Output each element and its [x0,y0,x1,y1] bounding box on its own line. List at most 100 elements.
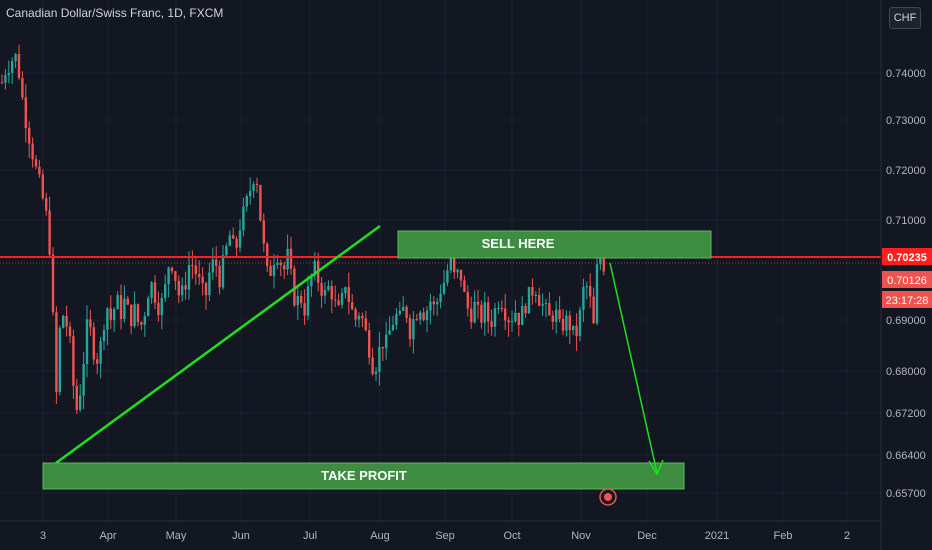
candle-body [398,310,401,314]
candle-body [109,308,112,320]
candle-body [568,315,571,330]
candle-body [602,256,605,272]
candle-body [21,78,24,98]
candles-series [0,44,605,414]
candle-body [266,243,269,266]
candle-body [279,262,282,266]
candle-body [157,302,160,315]
time-tick-label: Jun [232,530,250,542]
candle-body [28,128,31,144]
price-tick-label: 0.69000 [886,315,926,327]
candle-body [592,296,595,324]
candle-body [544,303,548,304]
candle-body [374,371,378,375]
countdown-text: 23:17:28 [886,295,929,307]
candle-body [303,303,306,316]
candle-body [0,82,4,84]
candle-body [330,286,333,300]
candle-body [354,309,357,320]
candle-body [517,312,520,326]
time-tick-label: 2021 [705,530,729,542]
candle-body [439,293,442,302]
support-trendline[interactable] [55,224,381,465]
currency-button[interactable]: CHF [889,7,921,29]
candle-body [113,309,116,320]
price-tick-label: 0.71000 [886,215,926,227]
candle-body [310,275,313,287]
sell-here-box[interactable] [397,230,712,259]
time-tick-label: 2 [844,530,850,542]
candle-body [164,284,167,299]
candle-body [340,293,344,305]
sell-here-label: SELL HERE [482,236,555,251]
candle-body [337,300,340,305]
candle-body [391,324,395,331]
time-tick-label: 3 [40,530,46,542]
candle-body [204,283,208,296]
candle-body [17,54,21,78]
candle-body [357,315,361,320]
take-profit-box[interactable] [42,462,685,490]
candle-body [300,296,303,304]
time-tick-label: Apr [99,530,116,542]
event-flag-icon-inner [604,493,612,501]
candle-body [408,318,412,340]
candle-body [480,304,483,323]
price-axis[interactable]: 0.74000 0.73000 0.72000 0.71000 0.69000 0.680… [886,68,926,500]
candle-body [524,306,527,314]
candle-body [283,265,286,270]
candle-body [351,302,354,310]
projection-arrow-line[interactable] [609,262,658,474]
candle-body [364,318,367,331]
candle-body [449,257,452,271]
candle-body [463,280,466,292]
candle-body [446,270,449,283]
candle-body [548,303,551,316]
candle-body [538,295,541,306]
candle-body [371,357,374,374]
candle-body [68,326,72,337]
candle-body [140,322,143,325]
candle-body [405,306,408,319]
resistance-price-text: 0.70235 [887,252,927,264]
time-tick-label: Dec [637,530,657,542]
candle-body [99,341,102,364]
candle-body [11,61,14,73]
candle-body [232,235,235,239]
symbol-title[interactable]: Canadian Dollar/Swiss Franc, 1D, FXCM [6,6,224,20]
candle-body [507,320,510,323]
time-axis[interactable]: 3 Apr May Jun Jul Aug Sep Oct Nov Dec 2021 Feb 2 [40,530,850,542]
candle-body [483,302,486,323]
candle-body [72,336,75,386]
candle-body [334,299,337,301]
candle-body [228,235,231,246]
candle-body [58,327,61,392]
candle-body [174,271,177,281]
candle-body [541,303,544,306]
candle-body [432,301,435,305]
price-tick-label: 0.65700 [886,488,926,500]
candle-body [75,385,78,410]
candle-body [470,308,473,323]
candle-body [306,286,310,316]
candle-body [102,330,106,342]
candle-body [361,315,364,319]
candle-body [272,265,276,276]
candle-body [589,286,592,297]
candle-body [51,254,55,313]
candle-body [126,298,129,305]
candle-body [194,265,197,275]
candle-body [578,309,582,336]
candle-body [123,298,126,319]
candle-body [412,319,415,340]
candle-body [456,269,459,273]
candle-body [415,319,418,321]
candle-body [419,312,422,320]
candle-body [296,296,299,306]
candle-body [119,295,123,319]
price-tick-label: 0.67200 [886,408,926,420]
candle-body [136,304,140,323]
candle-body [344,287,347,294]
candle-body [130,304,133,327]
